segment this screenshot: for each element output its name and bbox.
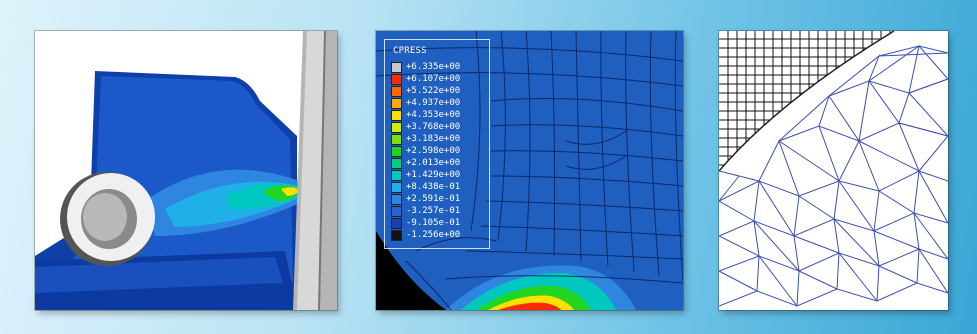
legend-label: +6.335e+00 [406, 62, 461, 72]
contour-plot-image [35, 31, 337, 310]
legend-label: -9.105e-01 [406, 218, 461, 228]
hole-highlight [83, 193, 127, 241]
mesh-transition-panel [719, 31, 948, 310]
legend-label: +8.438e-01 [406, 182, 461, 192]
legend-entry: +6.335e+00 [391, 62, 487, 73]
legend-label: +1.429e+00 [406, 170, 461, 180]
legend-swatch [391, 194, 402, 205]
legend-entry: +2.591e-01 [391, 194, 487, 205]
legend-entry: +3.768e+00 [391, 122, 487, 133]
legend-label: -1.256e+00 [406, 230, 461, 240]
triangular-mesh [719, 44, 948, 307]
legend-entry: +1.429e+00 [391, 170, 487, 181]
legend-swatch [391, 170, 402, 181]
mesh-grid [376, 31, 683, 310]
legend-swatch [391, 218, 402, 229]
legend-label: +4.937e+00 [406, 98, 461, 108]
legend-swatch [391, 158, 402, 169]
legend-swatch [391, 134, 402, 145]
contour-hot-2 [281, 187, 299, 196]
legend-label: -3.257e-01 [406, 206, 461, 216]
legend-swatch [391, 146, 402, 157]
legend-swatch [391, 230, 402, 241]
legend-swatch [391, 86, 402, 97]
legend-swatch [391, 206, 402, 217]
legend-title: CPRESS [393, 46, 427, 56]
cpress-contour-panel: CPRESS +6.335e+00 +6.107e+00 +5.522e+00 … [376, 31, 683, 310]
legend-entry: +2.013e+00 [391, 158, 487, 169]
legend-swatch [391, 110, 402, 121]
legend-entry: +6.107e+00 [391, 74, 487, 85]
mesh-boundary [719, 31, 895, 172]
legend-label: +5.522e+00 [406, 86, 461, 96]
legend-label: +6.107e+00 [406, 74, 461, 84]
wall-plate-face [297, 31, 325, 310]
legend-label: +2.591e-01 [406, 194, 461, 204]
cpress-contour-image [376, 31, 683, 310]
legend-swatch [391, 98, 402, 109]
legend-label: +4.353e+00 [406, 110, 461, 120]
cpress-legend: CPRESS +6.335e+00 +6.107e+00 +5.522e+00 … [384, 39, 490, 249]
legend-entry: +5.522e+00 [391, 86, 487, 97]
legend-entry: -9.105e-01 [391, 218, 487, 229]
void-region [376, 231, 446, 310]
mesh-transition-image [719, 31, 948, 310]
legend-label: +3.768e+00 [406, 122, 461, 132]
cpress-band-5 [498, 302, 561, 310]
legend-swatch [391, 62, 402, 73]
legend-label: +2.598e+00 [406, 146, 461, 156]
legend-label: +3.183e+00 [406, 134, 461, 144]
legend-swatch [391, 122, 402, 133]
legend-entry: +2.598e+00 [391, 146, 487, 157]
legend-entry: -1.256e+00 [391, 230, 487, 241]
legend-swatch [391, 182, 402, 193]
contour-plot-panel [35, 31, 337, 310]
legend-entry: +8.438e-01 [391, 182, 487, 193]
legend-swatch [391, 74, 402, 85]
legend-entry: -3.257e-01 [391, 206, 487, 217]
legend-entry: +3.183e+00 [391, 134, 487, 145]
part-lower-face [35, 257, 283, 293]
legend-entry: +4.937e+00 [391, 98, 487, 109]
legend-label: +2.013e+00 [406, 158, 461, 168]
legend-entry: +4.353e+00 [391, 110, 487, 121]
